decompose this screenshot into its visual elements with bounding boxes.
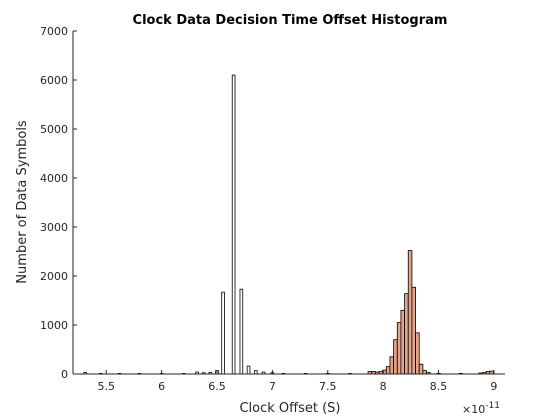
x-tick-label: 5.5 [97,380,115,393]
y-tick-label: 0 [61,368,68,381]
x-axis-label: Clock Offset (S) [239,401,340,416]
histogram-bar-s0-13 [246,365,251,375]
x-tick-label: 9 [490,380,497,393]
histogram-bar-s1-5 [385,366,391,375]
histogram-bar-s1-8 [396,322,402,375]
x-tick-label: 8 [380,380,387,393]
x-tick-label: 7 [269,380,276,393]
x-axis-ticks: 5.5 6 6.5 7 7.5 8 8.5 9 [97,370,497,393]
x-tick-label: 6 [158,380,165,393]
x-tick-label: 7.5 [319,380,337,393]
y-tick-label: 3000 [40,221,68,234]
histogram-bar-s1-14 [418,363,424,375]
x-axis-exponent-power: -11 [485,401,500,411]
histogram-bar-s0-11 [231,74,236,375]
histogram-bar-s1-12 [411,286,416,375]
axes [72,31,505,375]
y-tick-label: 7000 [40,25,68,38]
histogram-bar-s1-7 [393,339,398,375]
chart-title: Clock Data Decision Time Offset Histogra… [133,13,448,28]
y-tick-label: 4000 [40,172,68,185]
y-tick-label: 1000 [40,319,68,332]
histogram-bar-s1-6 [389,356,395,375]
y-tick-label: 6000 [40,74,68,87]
y-tick-label: 2000 [40,270,68,283]
x-axis-exponent: ×10-11 [462,401,500,416]
histogram-bar-s1-9 [400,309,405,375]
histogram-bar-s1-11 [407,250,413,375]
y-axis-label: Number of Data Symbols [15,120,30,284]
histogram-bar-s0-10 [221,291,225,375]
y-axis-ticks: 0 1000 2000 3000 4000 5000 6000 7000 [40,25,77,381]
histogram-bar-s1-15 [422,370,427,375]
x-axis-exponent-base: ×10 [462,403,485,416]
histogram-bar-s0-14 [253,370,258,375]
histogram-bar-s1-13 [415,332,420,375]
x-tick-label: 8.5 [430,380,448,393]
histogram-bar-s0-12 [239,288,244,375]
y-tick-label: 5000 [40,123,68,136]
histogram-bar-s1-10 [404,293,409,375]
x-tick-label: 6.5 [208,380,226,393]
histogram-bars [83,74,494,375]
